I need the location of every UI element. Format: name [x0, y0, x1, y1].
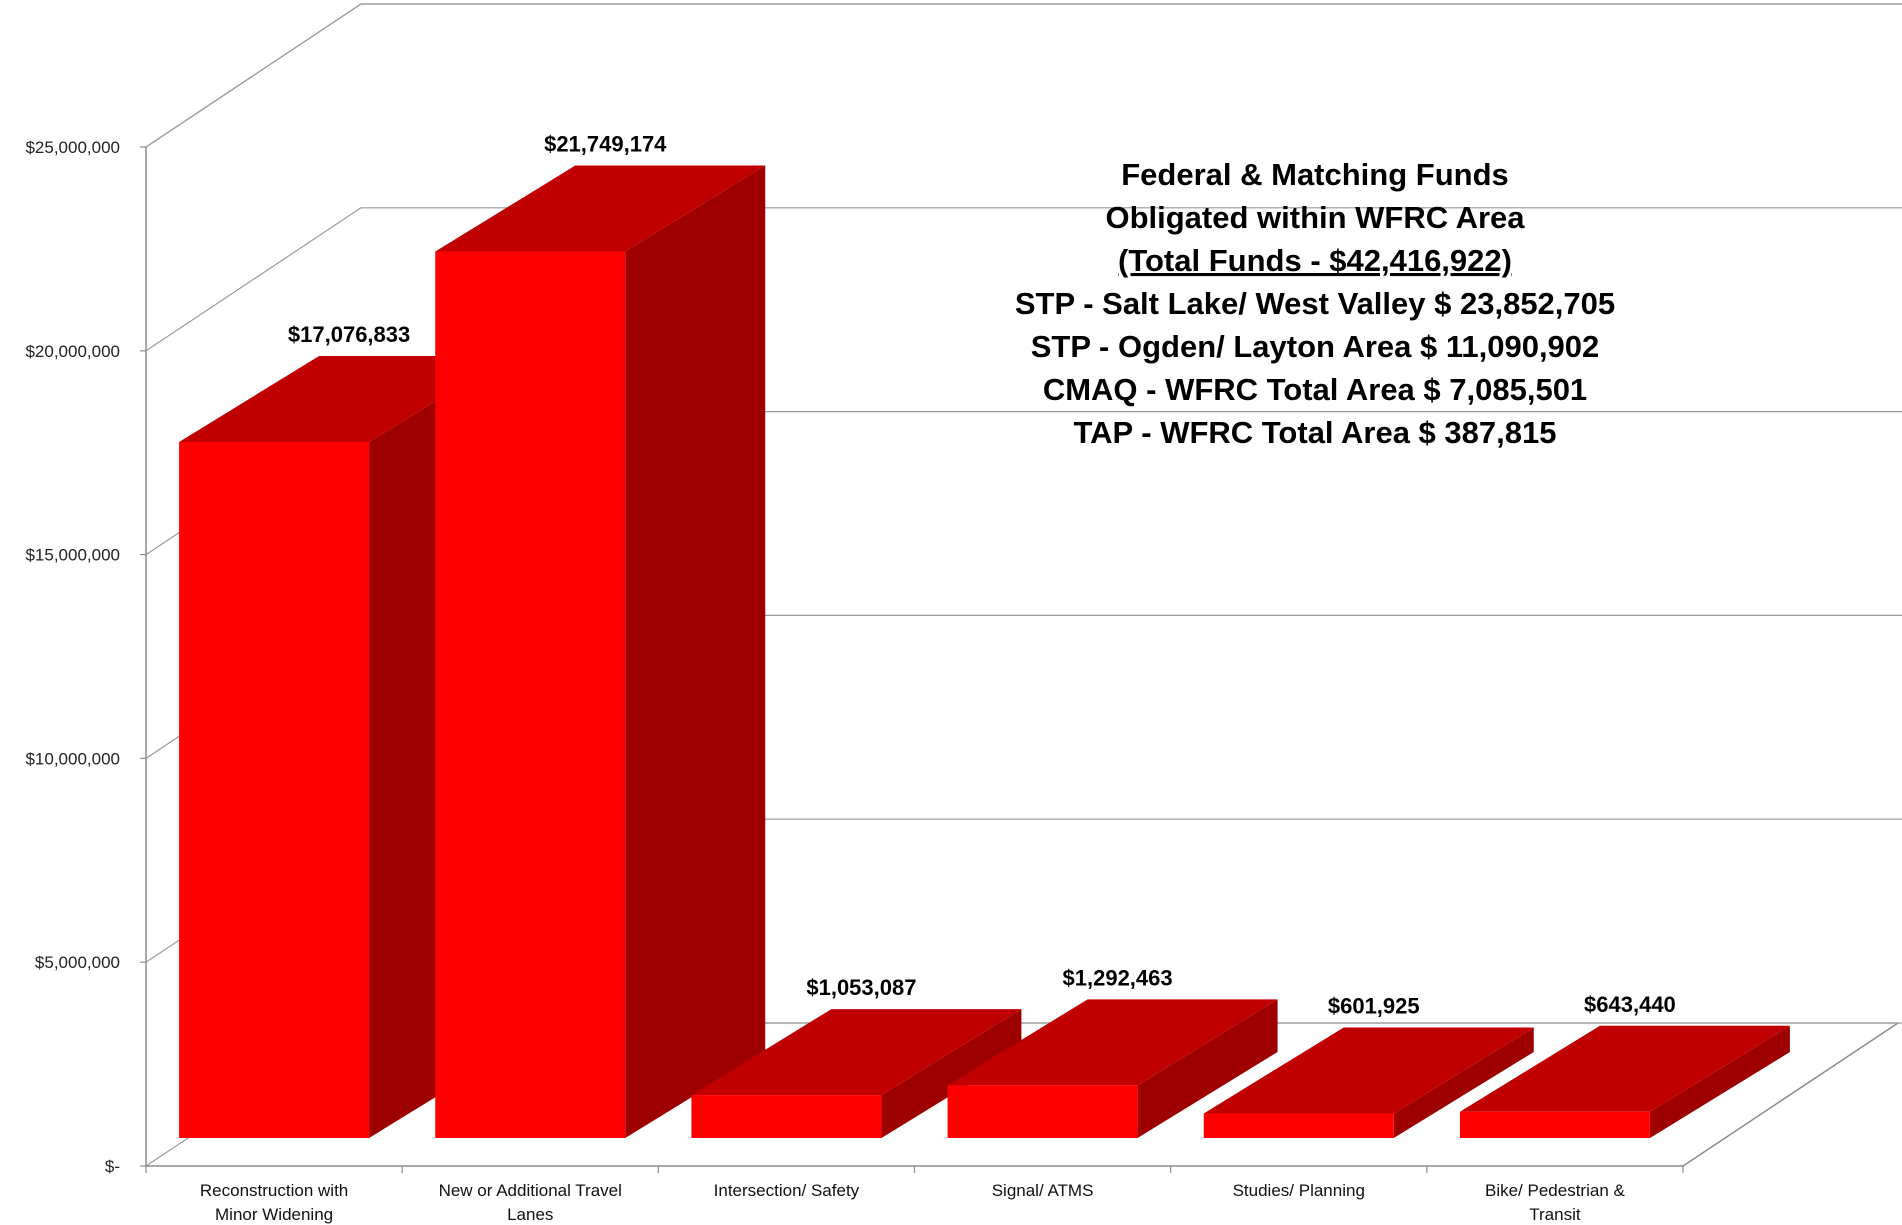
- bar: [691, 1009, 1022, 1138]
- annotation-line: TAP - WFRC Total Area $ 387,815: [1074, 415, 1557, 450]
- bar-front-face: [691, 1095, 882, 1138]
- bar-top-face: [1203, 1027, 1534, 1114]
- bar-side-face: [1393, 1027, 1534, 1138]
- y-tick-label: $5,000,000: [35, 953, 120, 972]
- annotation-line: STP - Ogden/ Layton Area $ 11,090,902: [1031, 329, 1600, 364]
- bar-front-face: [435, 251, 626, 1138]
- annotation-line: CMAQ - WFRC Total Area $ 7,085,501: [1043, 372, 1587, 407]
- bar-top-face: [435, 165, 766, 252]
- data-label: $21,749,174: [544, 132, 667, 157]
- category-label: Reconstruction with Minor Widening: [200, 1181, 348, 1224]
- bar-side-face: [1649, 1025, 1790, 1138]
- annotation-line: Federal & Matching Funds: [1121, 157, 1509, 192]
- y-tick-label: $25,000,000: [25, 138, 120, 157]
- data-labels: $17,076,833 $21,749,174 $1,053,087 $1,292,4…: [288, 132, 1676, 1019]
- bar-side-face: [1137, 999, 1278, 1138]
- bar: [435, 165, 766, 1138]
- bar: [1203, 1027, 1534, 1138]
- bar-front-face: [179, 441, 370, 1139]
- data-label: $643,440: [1584, 992, 1676, 1017]
- gridline-diagonal: [145, 207, 362, 352]
- data-label: $1,292,463: [1063, 965, 1173, 990]
- y-axis-tick-labels: $- $5,000,000 $10,000,000 $15,000,000 $20,00…: [25, 138, 120, 1176]
- bar-front-face: [1459, 1111, 1650, 1138]
- bars: [179, 165, 1790, 1139]
- funds-annotation: Federal & Matching Funds Obligated within…: [1015, 157, 1615, 450]
- data-label: $601,925: [1328, 993, 1420, 1018]
- data-label: $1,053,087: [806, 975, 916, 1000]
- y-tick-label: $15,000,000: [25, 546, 120, 565]
- category-label: Bike/ Pedestrian & Transit: [1485, 1181, 1626, 1224]
- bar: [947, 999, 1278, 1138]
- category-labels: Reconstruction with Minor Widening New or …: [200, 1181, 1626, 1224]
- bar-top-face: [1459, 1025, 1790, 1112]
- bar-front-face: [947, 1085, 1138, 1138]
- y-tick-label: $10,000,000: [25, 749, 120, 768]
- bar-top-face: [947, 999, 1278, 1086]
- data-label: $17,076,833: [288, 322, 410, 347]
- bar-front-face: [1203, 1113, 1394, 1138]
- category-label: Studies/ Planning: [1233, 1181, 1365, 1200]
- bar-side-face: [881, 1009, 1022, 1138]
- category-label: Intersection/ Safety: [714, 1181, 860, 1200]
- y-tick-label: $-: [105, 1157, 120, 1176]
- bar-side-face: [625, 165, 766, 1138]
- bar-top-face: [691, 1009, 1022, 1096]
- floor-right-edge: [1682, 1022, 1899, 1167]
- bar: [1459, 1025, 1790, 1138]
- category-label: Signal/ ATMS: [992, 1181, 1094, 1200]
- annotation-line: Obligated within WFRC Area: [1105, 200, 1525, 235]
- annotation-line: STP - Salt Lake/ West Valley $ 23,852,70…: [1015, 286, 1615, 321]
- annotation-line: (Total Funds - $42,416,922): [1118, 243, 1512, 278]
- y-tick-label: $20,000,000: [25, 342, 120, 361]
- category-label: New or Additional Travel Lanes: [439, 1181, 622, 1224]
- wall-top-edge: [145, 3, 362, 148]
- bar-top-face: [179, 355, 510, 442]
